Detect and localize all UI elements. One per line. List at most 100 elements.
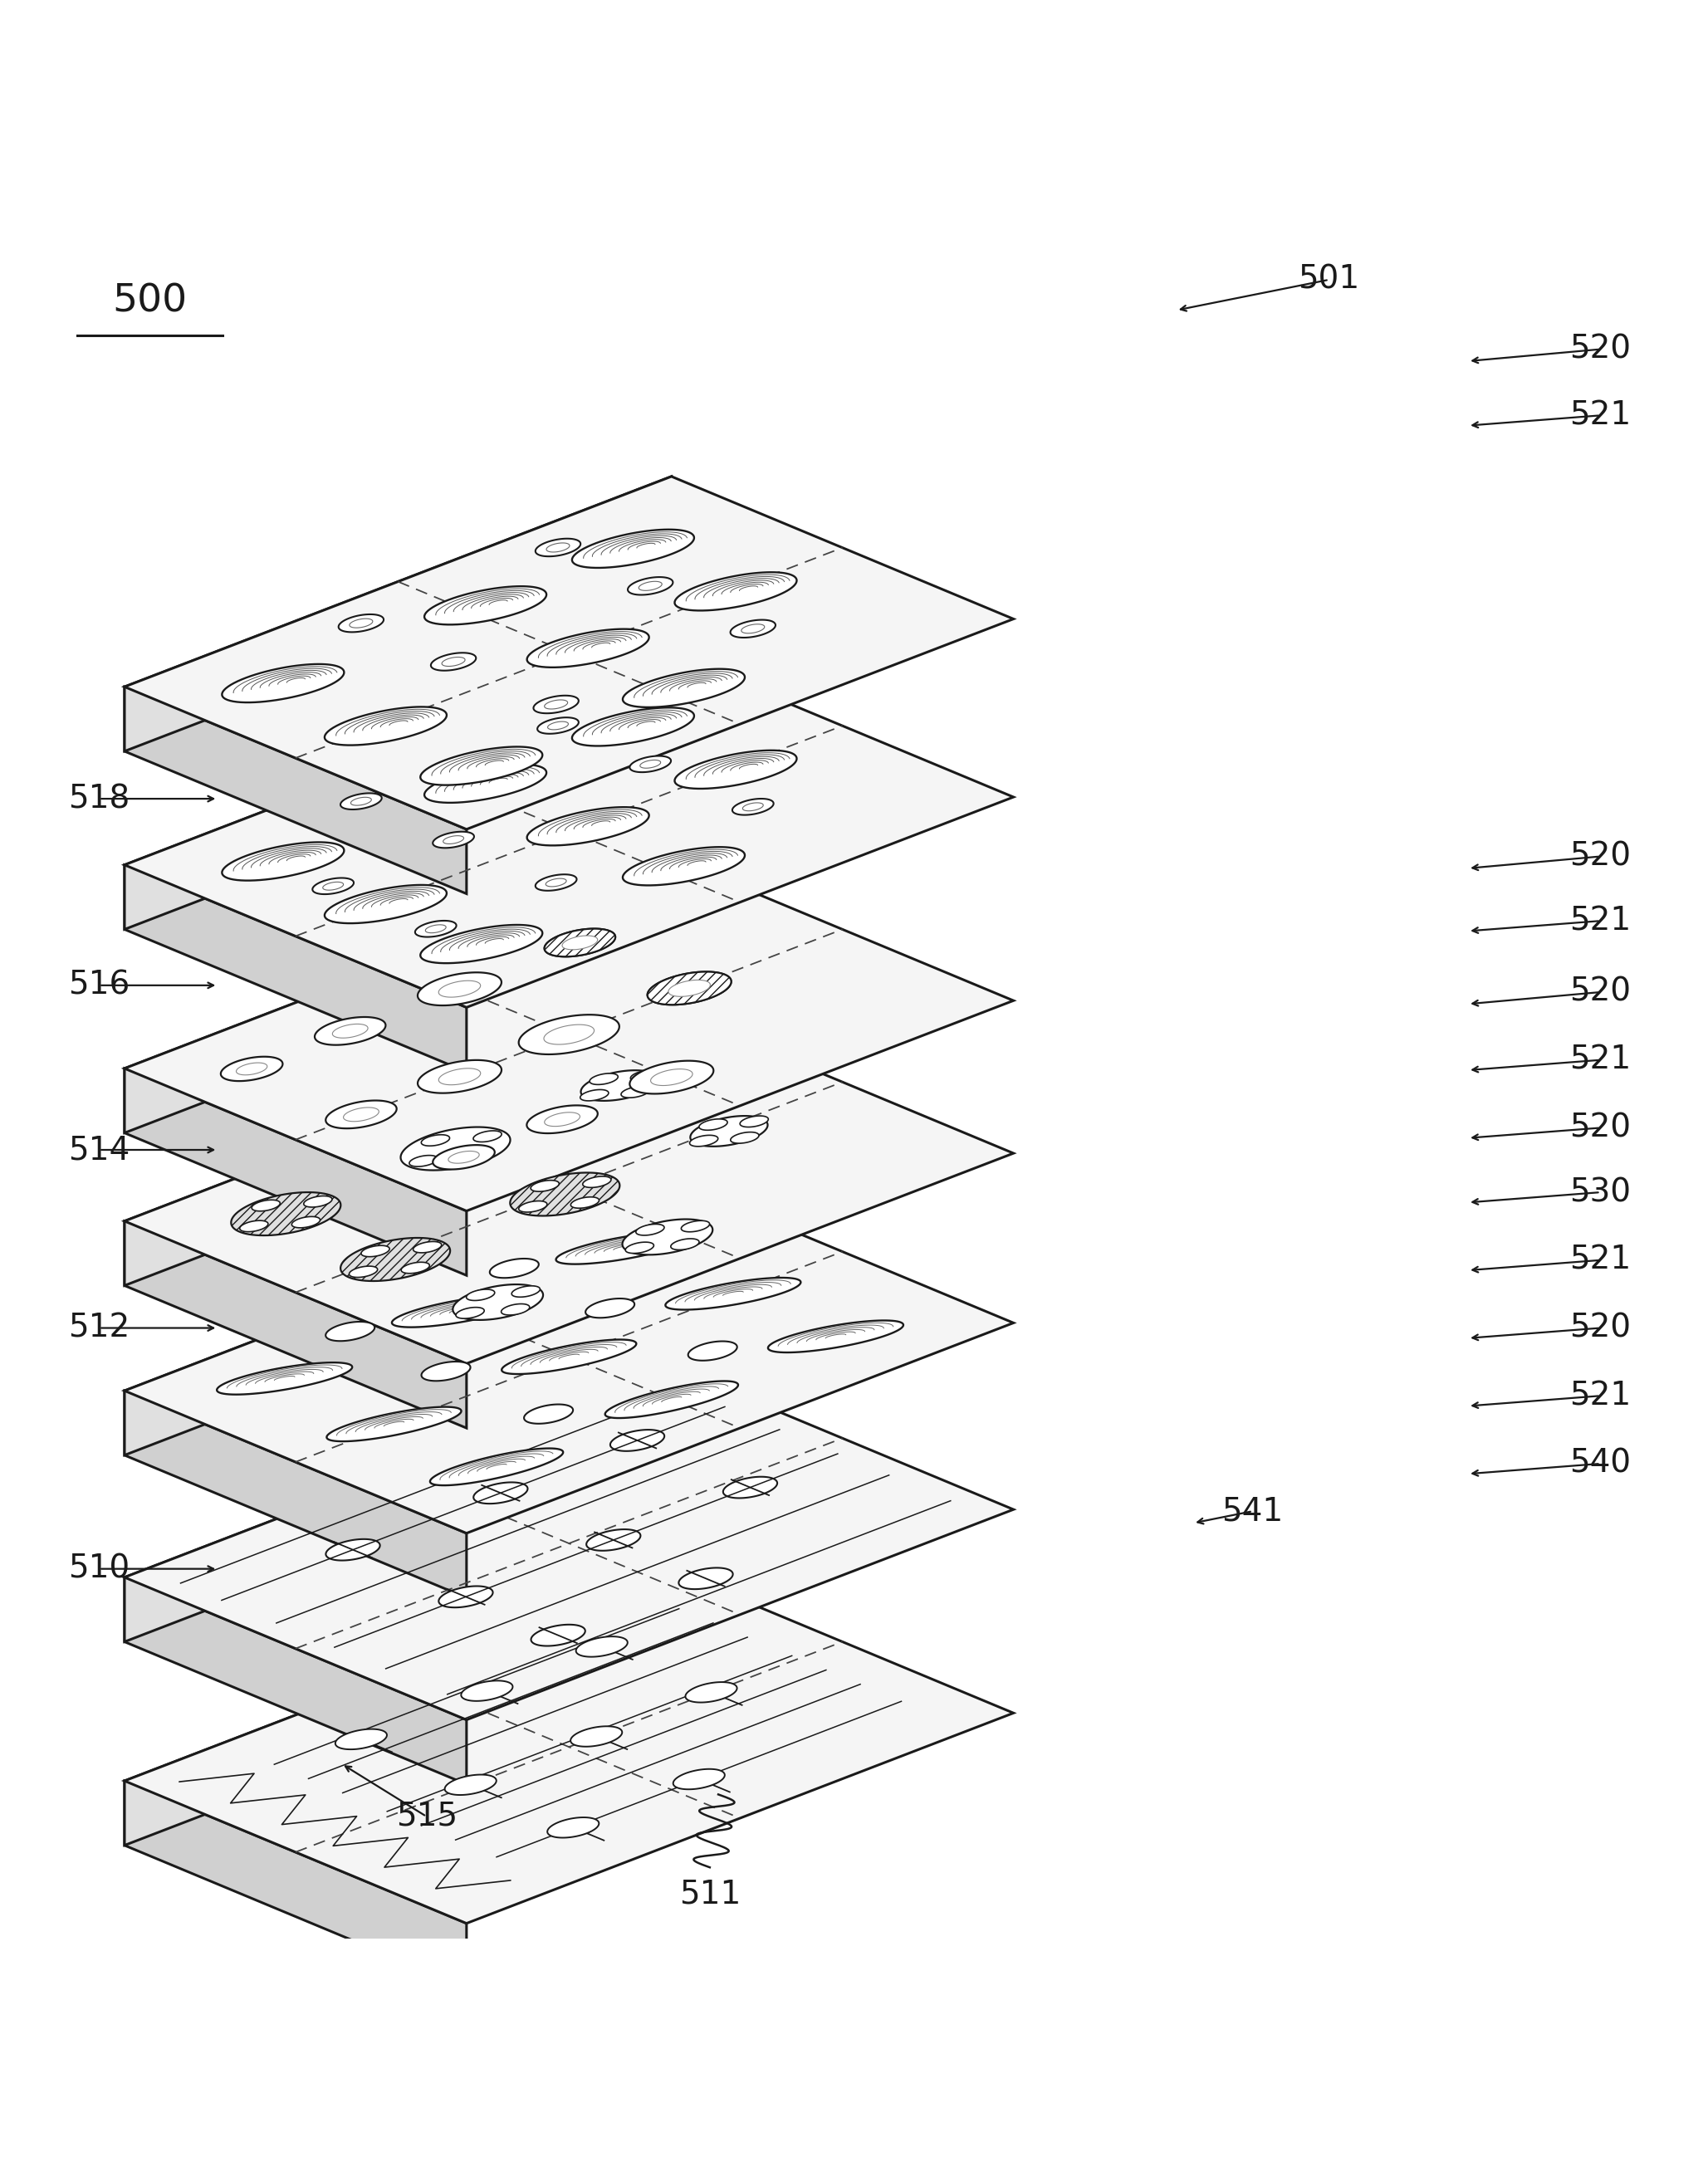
Polygon shape <box>733 798 774 816</box>
Polygon shape <box>125 475 1013 829</box>
Polygon shape <box>526 1106 598 1134</box>
Polygon shape <box>442 656 465 665</box>
Polygon shape <box>125 1010 1013 1363</box>
Polygon shape <box>582 1176 611 1186</box>
Polygon shape <box>125 857 1013 1210</box>
Polygon shape <box>673 1769 724 1788</box>
Polygon shape <box>335 1730 388 1749</box>
Polygon shape <box>456 1306 485 1320</box>
Polygon shape <box>685 1682 736 1703</box>
Polygon shape <box>535 539 581 556</box>
Polygon shape <box>236 1062 266 1075</box>
Text: 518: 518 <box>68 783 130 814</box>
Polygon shape <box>251 1200 280 1210</box>
Polygon shape <box>547 543 569 552</box>
Polygon shape <box>432 831 475 848</box>
Text: 510: 510 <box>68 1553 130 1586</box>
Polygon shape <box>671 1239 699 1250</box>
Text: 541: 541 <box>1221 1496 1283 1527</box>
Polygon shape <box>512 1287 540 1298</box>
Polygon shape <box>125 1782 466 1987</box>
Polygon shape <box>314 1016 386 1045</box>
Polygon shape <box>610 1431 664 1450</box>
Polygon shape <box>547 879 567 888</box>
Polygon shape <box>401 1263 429 1274</box>
Polygon shape <box>605 1381 738 1418</box>
Polygon shape <box>690 1136 717 1147</box>
Polygon shape <box>125 1570 1013 1924</box>
Polygon shape <box>622 1219 712 1254</box>
Polygon shape <box>466 1289 495 1300</box>
Polygon shape <box>217 1363 352 1394</box>
Polygon shape <box>424 763 547 803</box>
Polygon shape <box>222 842 343 881</box>
Polygon shape <box>413 1241 442 1252</box>
Polygon shape <box>125 1367 1013 1721</box>
Polygon shape <box>418 973 502 1005</box>
Polygon shape <box>125 654 1013 1008</box>
Polygon shape <box>572 530 693 567</box>
Text: 521: 521 <box>1570 399 1631 432</box>
Polygon shape <box>547 1817 600 1839</box>
Text: 512: 512 <box>68 1313 130 1343</box>
Polygon shape <box>630 1071 659 1082</box>
Polygon shape <box>125 1391 466 1599</box>
Polygon shape <box>350 798 371 805</box>
Polygon shape <box>415 920 456 938</box>
Polygon shape <box>519 1202 547 1213</box>
Polygon shape <box>623 670 745 707</box>
Polygon shape <box>519 1014 620 1053</box>
Text: 521: 521 <box>1570 1045 1631 1075</box>
Polygon shape <box>740 1117 769 1128</box>
Polygon shape <box>304 1195 331 1206</box>
Polygon shape <box>447 1152 480 1162</box>
Text: 521: 521 <box>1570 1381 1631 1411</box>
Polygon shape <box>675 750 796 790</box>
Text: 500: 500 <box>113 284 188 321</box>
Polygon shape <box>511 1173 620 1215</box>
Polygon shape <box>635 1224 664 1234</box>
Text: 520: 520 <box>1570 977 1631 1008</box>
Polygon shape <box>490 1258 538 1278</box>
Text: 521: 521 <box>1570 905 1631 936</box>
Polygon shape <box>562 936 598 949</box>
Polygon shape <box>125 1069 466 1276</box>
Text: 540: 540 <box>1570 1448 1631 1479</box>
Polygon shape <box>453 1285 543 1320</box>
Polygon shape <box>442 835 465 844</box>
Polygon shape <box>326 1101 396 1128</box>
Polygon shape <box>425 925 446 933</box>
Polygon shape <box>769 1320 904 1352</box>
Polygon shape <box>545 1112 581 1125</box>
Polygon shape <box>430 652 477 670</box>
Polygon shape <box>125 654 671 929</box>
Polygon shape <box>741 624 765 632</box>
Text: 515: 515 <box>396 1802 458 1832</box>
Polygon shape <box>531 1180 559 1191</box>
Polygon shape <box>533 696 579 713</box>
Polygon shape <box>326 1407 461 1442</box>
Polygon shape <box>688 1341 738 1361</box>
Polygon shape <box>401 1128 511 1171</box>
Polygon shape <box>623 846 745 885</box>
Polygon shape <box>586 1529 640 1551</box>
Polygon shape <box>350 619 372 628</box>
Polygon shape <box>473 1130 502 1143</box>
Polygon shape <box>690 1117 767 1147</box>
Polygon shape <box>524 1405 572 1424</box>
Polygon shape <box>422 1361 470 1381</box>
Polygon shape <box>545 700 567 709</box>
Polygon shape <box>239 1221 268 1232</box>
Polygon shape <box>528 628 649 667</box>
Polygon shape <box>125 687 466 894</box>
Polygon shape <box>422 1134 449 1145</box>
Polygon shape <box>731 619 775 637</box>
Polygon shape <box>323 881 343 890</box>
Polygon shape <box>586 1298 634 1317</box>
Polygon shape <box>502 1339 637 1374</box>
Polygon shape <box>666 1278 801 1311</box>
Polygon shape <box>630 1060 714 1095</box>
Polygon shape <box>424 587 547 624</box>
Polygon shape <box>420 746 543 785</box>
Polygon shape <box>625 1243 654 1254</box>
